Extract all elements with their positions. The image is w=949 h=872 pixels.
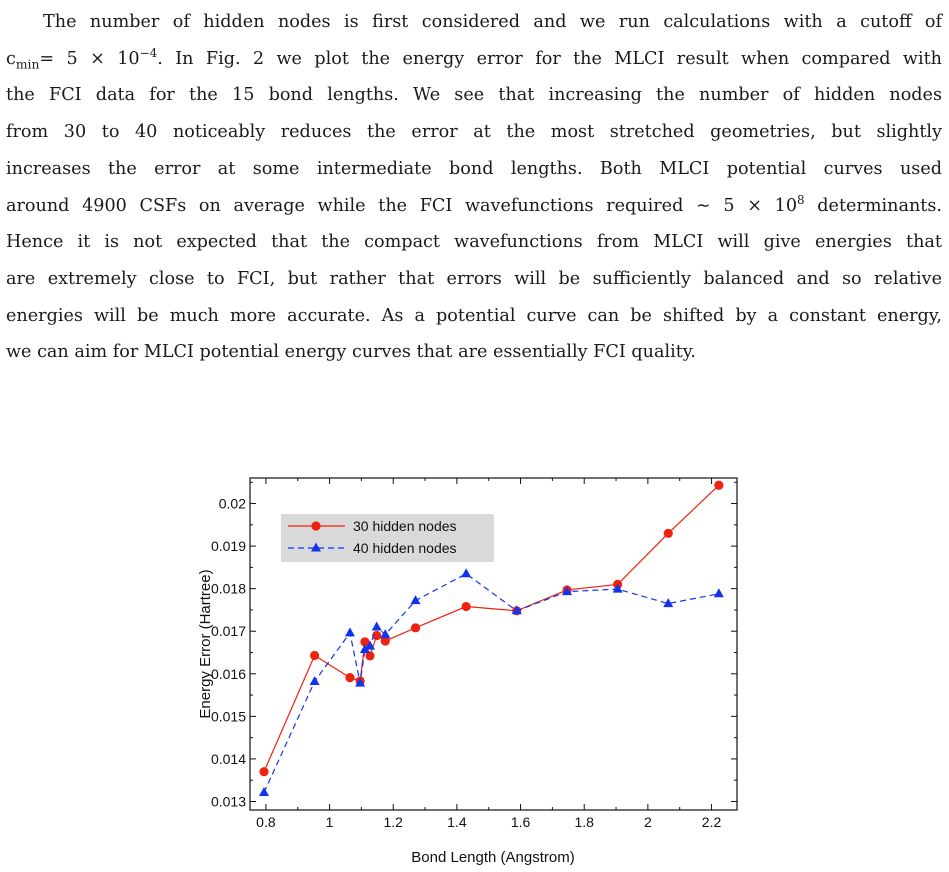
data-point	[410, 623, 421, 633]
data-point	[310, 650, 320, 661]
data-point	[355, 677, 366, 687]
legend: 30 hidden nodes 40 hidden nodes	[281, 514, 494, 562]
data-point	[364, 640, 375, 650]
x-tick-label: 2	[644, 814, 652, 830]
x-tick-label: 1.4	[447, 814, 467, 830]
axis-ticks: 0.8 1 1.2 1.4 1.6 1.8 2 2.2 0.013 0.014 0.015 0.016…	[211, 478, 737, 830]
data-point	[371, 621, 382, 631]
x-tick-label: 1	[326, 814, 334, 830]
series-layer	[259, 480, 724, 797]
paragraph-line-9: energies will be much more accurate. As …	[6, 305, 942, 326]
data-point	[714, 480, 724, 490]
legend-marker-40	[311, 542, 321, 552]
paragraph-line-3: the FCI data for the 15 bond lengths. We…	[6, 85, 942, 106]
data-point	[663, 528, 673, 538]
data-point	[259, 767, 269, 777]
y-axis-label: Energy Error (Hartree)	[197, 569, 214, 718]
data-point	[461, 568, 472, 578]
data-point	[380, 636, 390, 646]
y-tick-label: 0.017	[211, 623, 246, 639]
data-point	[461, 601, 471, 612]
data-point	[360, 637, 370, 647]
data-point	[365, 651, 375, 661]
x-tick-label: 0.8	[256, 814, 276, 830]
data-point	[511, 605, 522, 615]
series-line	[263, 573, 719, 793]
y-tick-label: 0.014	[211, 751, 246, 767]
data-point	[344, 627, 355, 637]
data-point	[410, 595, 421, 605]
paragraph-line-5: increases the error at some intermediate…	[6, 158, 942, 179]
y-tick-label: 0.02	[219, 496, 246, 512]
data-point	[345, 673, 355, 683]
energy-error-chart: 0.8 1 1.2 1.4 1.6 1.8 2 2.2 0.013 0.014 0.015 0.016…	[197, 477, 738, 866]
y-tick-label: 0.015	[211, 708, 246, 724]
data-point	[372, 630, 382, 641]
paragraph-line-10: we can aim for MLCI potential energy cur…	[6, 342, 696, 363]
x-tick-label: 2.2	[702, 814, 722, 830]
data-point	[380, 629, 391, 639]
plot-frame	[249, 477, 738, 811]
paragraph-line-2: cmin= 5 × 10−4. In Fig. 2 we plot the en…	[6, 45, 942, 72]
paragraph-line-8: are extremely close to FCI, but rather t…	[6, 268, 942, 289]
y-tick-label: 0.016	[211, 666, 246, 682]
cmin-symbol: cmin	[6, 48, 40, 72]
paragraph-line-1: The number of hidden nodes is first cons…	[43, 12, 942, 32]
x-tick-label: 1.6	[511, 814, 531, 830]
series-2	[259, 568, 724, 797]
legend-label-40: 40 hidden nodes	[353, 540, 457, 556]
x-axis-label: Bond Length (Angstrom)	[411, 849, 574, 866]
legend-marker-30	[311, 521, 321, 531]
data-point	[663, 598, 674, 608]
x-tick-label: 1.2	[384, 814, 404, 830]
data-point	[259, 787, 270, 797]
body-paragraph: The number of hidden nodes is first cons…	[6, 4, 942, 371]
paragraph-line-4: from 30 to 40 noticeably reduces the err…	[6, 122, 942, 143]
y-tick-label: 0.018	[211, 581, 246, 597]
y-tick-label: 0.013	[211, 793, 246, 809]
x-tick-label: 1.8	[574, 814, 594, 830]
data-point	[359, 644, 370, 654]
y-tick-label: 0.019	[211, 538, 246, 554]
paragraph-line-7: Hence it is not expected that the compac…	[6, 232, 942, 253]
data-point	[612, 583, 623, 593]
legend-label-30: 30 hidden nodes	[353, 518, 457, 534]
paragraph-line-6: around 4900 CSFs on average while the FC…	[6, 192, 942, 216]
data-point	[713, 588, 724, 598]
data-point	[562, 586, 573, 596]
data-point	[309, 675, 320, 685]
